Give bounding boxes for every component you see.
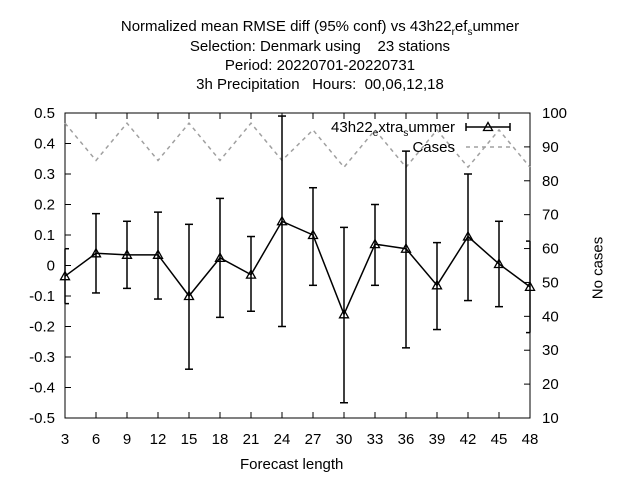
y-tick-label: -0.5	[29, 410, 55, 427]
y2-tick-label: 20	[542, 376, 559, 393]
x-tick-label: 42	[460, 431, 477, 448]
y-tick-label: 0.1	[34, 227, 55, 244]
y-tick-label: 0.5	[34, 105, 55, 122]
chart-title-line3: Period: 20220701-20220731	[224, 57, 416, 74]
chart-title-line2: Selection: Denmark using 23 stations	[189, 38, 451, 55]
x-tick-label: 39	[429, 431, 446, 448]
data-point-marker	[90, 247, 102, 258]
x-tick-label: 33	[367, 431, 384, 448]
y2-tick-label: 80	[542, 173, 559, 190]
data-point-marker	[431, 279, 443, 290]
data-point-marker	[462, 230, 474, 241]
data-point-marker	[183, 290, 195, 301]
x-tick-label: 15	[181, 431, 198, 448]
y2-tick-label: 30	[542, 342, 559, 359]
y-tick-label: -0.2	[29, 319, 55, 336]
y2-axis-label: No cases	[589, 236, 607, 300]
y-tick-label: -0.3	[29, 349, 55, 366]
x-tick-label: 12	[150, 431, 167, 448]
y2-tick-label: 50	[542, 274, 559, 291]
data-point-marker	[59, 270, 71, 281]
data-point-marker	[338, 308, 350, 319]
rmse-diff-line	[64, 220, 531, 317]
y2-tick-label: 70	[542, 207, 559, 224]
x-axis-label: Forecast length	[240, 456, 344, 473]
x-tick-label: 18	[212, 431, 229, 448]
chart-title-line1: Normalized mean RMSE diff (95% conf) vs …	[120, 18, 520, 38]
chart-title-line4: 3h Precipitation Hours: 00,06,12,18	[196, 76, 444, 93]
y-tick-label: -0.4	[29, 380, 55, 397]
data-point-marker	[121, 248, 133, 259]
legend-marker	[482, 121, 494, 132]
y2-tick-label: 40	[542, 308, 559, 325]
y-tick-label: -0.1	[29, 288, 55, 305]
y2-tick-label: 100	[542, 105, 567, 122]
x-tick-label: 36	[398, 431, 415, 448]
x-tick-label: 21	[243, 431, 260, 448]
x-tick-label: 30	[336, 431, 353, 448]
x-tick-label: 9	[123, 431, 131, 448]
data-point-marker	[276, 215, 288, 226]
cases-line	[64, 121, 531, 169]
data-point-marker	[245, 268, 257, 279]
data-point-marker	[214, 252, 226, 263]
plot-frame	[64, 112, 531, 419]
y-tick-label: 0	[47, 258, 55, 275]
legend-label-cases: Cases	[412, 139, 455, 156]
data-point-marker	[369, 238, 381, 249]
y2-tick-label: 10	[542, 410, 559, 427]
data-point-marker	[400, 242, 412, 253]
data-point-marker	[493, 258, 505, 269]
data-point-marker	[152, 248, 164, 259]
x-tick-label: 45	[491, 431, 508, 448]
x-tick-label: 6	[92, 431, 100, 448]
data-point-marker	[524, 281, 536, 292]
x-tick-label: 24	[274, 431, 291, 448]
y-tick-label: 0.4	[34, 136, 55, 153]
y2-tick-label: 60	[542, 241, 559, 258]
x-tick-label: 27	[305, 431, 322, 448]
x-tick-label: 48	[522, 431, 539, 448]
y-tick-label: 0.2	[34, 197, 55, 214]
x-tick-label: 3	[61, 431, 69, 448]
y2-tick-label: 90	[542, 139, 559, 156]
legend-label-rmse: 43h22extrasummer	[331, 119, 455, 139]
data-point-marker	[307, 229, 319, 240]
y-tick-label: 0.3	[34, 166, 55, 183]
